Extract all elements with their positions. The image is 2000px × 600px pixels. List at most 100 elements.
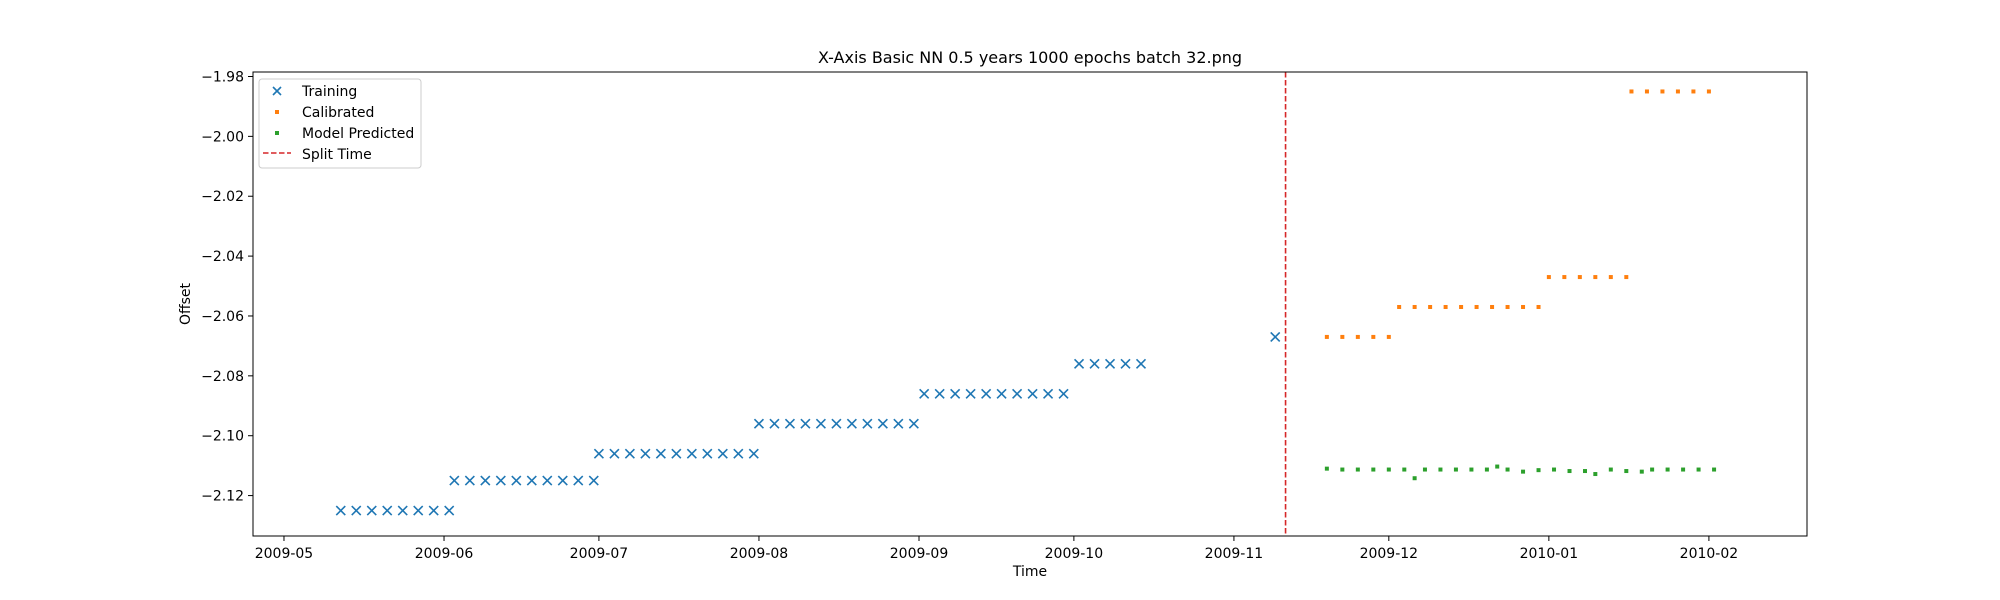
model-predicted-point (1412, 476, 1417, 481)
training-point (593, 448, 604, 459)
x-axis: 2009-05 2009-06 2009-07 2009-08 2009-09 2009-… (255, 536, 1738, 562)
x-tick-label: 2009-09 (890, 546, 949, 562)
calibrated-point (1593, 275, 1598, 280)
calibrated-point (1386, 334, 1391, 339)
model-predicted-point (1386, 467, 1391, 472)
training-point (800, 418, 811, 429)
training-point (717, 448, 728, 459)
calibrated-point (1608, 275, 1613, 280)
calibrated-point (1644, 89, 1649, 94)
x-tick-label: 2009-08 (730, 546, 789, 562)
y-tick-label: −2.06 (201, 309, 244, 325)
model-predicted-point (1681, 467, 1686, 472)
calibrated-point (1562, 275, 1567, 280)
model-predicted-point (1583, 469, 1587, 474)
x-tick-label: 2009-10 (1045, 546, 1104, 562)
calibrated-point (1629, 89, 1634, 94)
y-axis-label: Offset (178, 282, 194, 325)
training-point (413, 505, 424, 516)
training-point (335, 505, 346, 516)
model-predicted-point (1552, 467, 1557, 472)
training-point (893, 418, 904, 429)
training-point (366, 505, 377, 516)
training-point (464, 475, 475, 486)
calibrated-point (1691, 89, 1696, 94)
calibrated-point (1490, 304, 1495, 309)
calibrated-point (1505, 304, 1510, 309)
training-point (1104, 358, 1116, 369)
calibrated-point (1428, 304, 1433, 309)
training-point (831, 418, 842, 429)
model-predicted-point (1495, 464, 1500, 469)
legend-label-model-predicted: Model Predicted (302, 126, 414, 142)
training-point (480, 475, 491, 486)
y-tick-label: −2.02 (201, 189, 244, 205)
training-point (846, 418, 857, 429)
plot-frame (252, 71, 1808, 537)
legend-label-split-time: Split Time (302, 147, 372, 163)
training-point (1073, 358, 1085, 369)
legend-marker-training (272, 86, 282, 96)
training-point (908, 418, 919, 429)
training-point (542, 475, 553, 486)
model-predicted-point (1453, 467, 1458, 472)
x-tick-label: 2009-05 (255, 546, 314, 562)
training-point (815, 418, 826, 429)
model-predicted-point (1422, 467, 1427, 472)
training-point (1058, 388, 1069, 399)
calibrated-point (1577, 275, 1582, 280)
calibrated-point (1371, 334, 1376, 339)
model-predicted-point (1624, 469, 1629, 474)
model-predicted-point (1536, 468, 1541, 473)
training-point (686, 448, 697, 459)
calibrated-point (1443, 304, 1448, 309)
training-point (1089, 358, 1100, 369)
model-predicted-point (1665, 467, 1670, 472)
training-point (862, 418, 873, 429)
training-point (877, 418, 888, 429)
y-tick-label: −1.98 (201, 69, 244, 85)
training-point (511, 475, 522, 486)
model-predicted-point (1484, 467, 1489, 472)
legend-marker-model-predicted (275, 131, 279, 135)
model-predicted-point (1712, 467, 1717, 472)
model-predicted-point (1593, 472, 1598, 477)
plot-area (335, 72, 1717, 536)
training-point (784, 418, 795, 429)
legend-label-calibrated: Calibrated (302, 105, 374, 121)
training-point (919, 388, 930, 399)
calibrated-point (1624, 275, 1629, 280)
training-point (1012, 388, 1023, 399)
legend: Training Calibrated Model Predicted Spli… (258, 78, 422, 169)
calibrated-point (1355, 334, 1360, 339)
training-point (609, 448, 620, 459)
training-point (495, 475, 506, 486)
y-tick-label: −2.00 (201, 129, 244, 145)
legend-label-training: Training (301, 84, 357, 100)
training-point (733, 448, 744, 459)
training-point (640, 448, 651, 459)
training-point (965, 388, 976, 399)
y-axis: −2.12 −2.10 −2.08 −2.06 −2.04 −2.02 −2.00 −1.98 (201, 69, 253, 505)
training-point (671, 448, 682, 459)
y-tick-label: −2.04 (201, 249, 244, 265)
model-predicted-point (1650, 467, 1655, 472)
calibrated-point (1536, 304, 1541, 309)
training-point (950, 388, 961, 399)
calibrated-point (1397, 304, 1402, 309)
training-point (753, 418, 765, 429)
chart-title: X-Axis Basic NN 0.5 years 1000 epochs ba… (818, 48, 1242, 67)
model-predicted-point (1567, 469, 1572, 474)
legend-marker-calibrated (275, 110, 279, 114)
training-point (1120, 358, 1131, 369)
training-point (449, 475, 460, 486)
model-predicted-point (1371, 467, 1376, 472)
training-point (1270, 331, 1281, 342)
training-point (444, 505, 455, 516)
training-point (655, 448, 666, 459)
x-tick-label: 2009-07 (570, 546, 629, 562)
x-axis-label: Time (1012, 564, 1047, 580)
training-point (1043, 388, 1054, 399)
x-tick-label: 2009-12 (1360, 546, 1419, 562)
